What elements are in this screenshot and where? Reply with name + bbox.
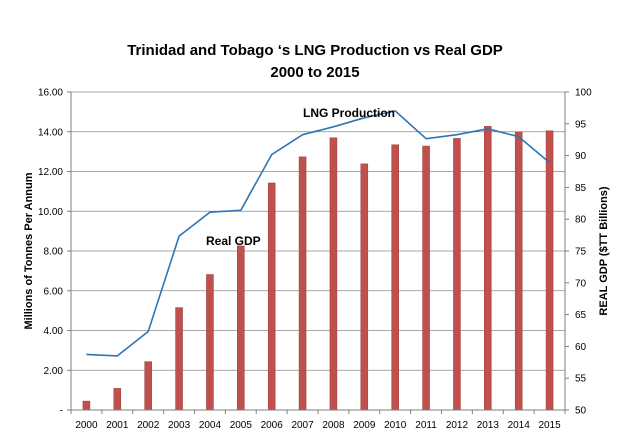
right-tick-label: 60	[575, 342, 587, 353]
gdp-bar-2013	[484, 126, 492, 411]
gdp-bar-2010	[391, 144, 399, 411]
x-tick-label: 2013	[477, 420, 500, 431]
gdp-bar-2011	[422, 145, 430, 411]
x-tick-label: 2005	[230, 420, 253, 431]
x-axis-ticks: 2000 2001 2002 2003 2004 2005 2006 2007 2008 2009…	[70, 410, 566, 431]
left-tick-label: 16.00	[38, 88, 63, 99]
x-tick-label: 2004	[199, 420, 222, 431]
right-tick-label: 50	[575, 406, 587, 417]
chart-title-line-2: 2000 to 2015	[270, 64, 359, 81]
right-tick-label: 55	[575, 374, 587, 385]
x-tick-label: 2014	[508, 420, 531, 431]
gdp-bar-2000	[82, 400, 91, 411]
x-tick-label: 2011	[415, 420, 437, 431]
left-tick-label: -	[60, 406, 63, 417]
gdp-bar-2002	[144, 361, 152, 411]
x-tick-label: 2007	[291, 420, 314, 431]
right-tick-label: 70	[575, 278, 587, 289]
left-tick-label: 14.00	[38, 127, 63, 138]
x-tick-label: 2006	[261, 420, 284, 431]
right-tick-label: 85	[575, 183, 587, 194]
left-tick-label: 10.00	[38, 207, 63, 218]
left-tick-label: 12.00	[38, 167, 63, 178]
x-tick-label: 2001	[106, 420, 129, 431]
gdp-bar-2004	[206, 274, 214, 411]
left-tick-label: 8.00	[44, 247, 64, 258]
x-tick-label: 2009	[353, 420, 376, 431]
gridlines	[71, 91, 565, 371]
left-axis-ticks: - 2.00 4.00 6.00 8.00 10.00 12.00 14.00 16.00	[38, 88, 71, 417]
right-tick-label: 80	[575, 215, 587, 226]
x-tick-label: 2015	[538, 420, 561, 431]
gdp-bar-2009	[360, 163, 369, 411]
lng-production-annotation: LNG Production	[303, 106, 395, 120]
x-tick-label: 2000	[75, 420, 98, 431]
lng-production-line	[86, 110, 551, 357]
gdp-bar-2005	[237, 245, 245, 411]
gdp-bar-2012	[453, 138, 461, 411]
gdp-bar-2007	[298, 156, 307, 411]
right-tick-label: 90	[575, 151, 587, 162]
gdp-bar-2006	[267, 182, 276, 411]
gdp-bar-2001	[113, 388, 122, 411]
real-gdp-annotation: Real GDP	[206, 234, 261, 248]
gdp-bar-2008	[329, 137, 338, 411]
right-tick-label: 75	[575, 247, 587, 258]
gdp-bars	[82, 126, 554, 411]
left-axis-title: Millions of Tonnes Per Annum	[23, 172, 35, 329]
left-tick-label: 6.00	[44, 286, 64, 297]
x-tick-label: 2008	[322, 420, 345, 431]
chart-title-line-1: Trinidad and Tobago ‘s LNG Production vs…	[127, 42, 503, 59]
right-tick-label: 100	[575, 88, 592, 99]
lng-line	[86, 110, 551, 357]
right-tick-label: 95	[575, 119, 587, 130]
left-tick-label: 4.00	[44, 326, 64, 337]
right-tick-label: 65	[575, 310, 587, 321]
gdp-bar-2003	[175, 307, 183, 411]
gdp-bar-2014	[514, 131, 523, 411]
left-tick-label: 2.00	[44, 366, 64, 377]
gdp-bar-2015	[545, 130, 554, 411]
right-axis-ticks: 50 55 60 65 70 75 80 85 90 95 100	[565, 88, 592, 417]
x-tick-label: 2010	[384, 420, 407, 431]
x-tick-label: 2002	[137, 420, 160, 431]
right-axis-title: REAL GDP ($TT Billions)	[598, 186, 610, 315]
x-tick-label: 2012	[446, 420, 469, 431]
x-tick-label: 2003	[168, 420, 191, 431]
